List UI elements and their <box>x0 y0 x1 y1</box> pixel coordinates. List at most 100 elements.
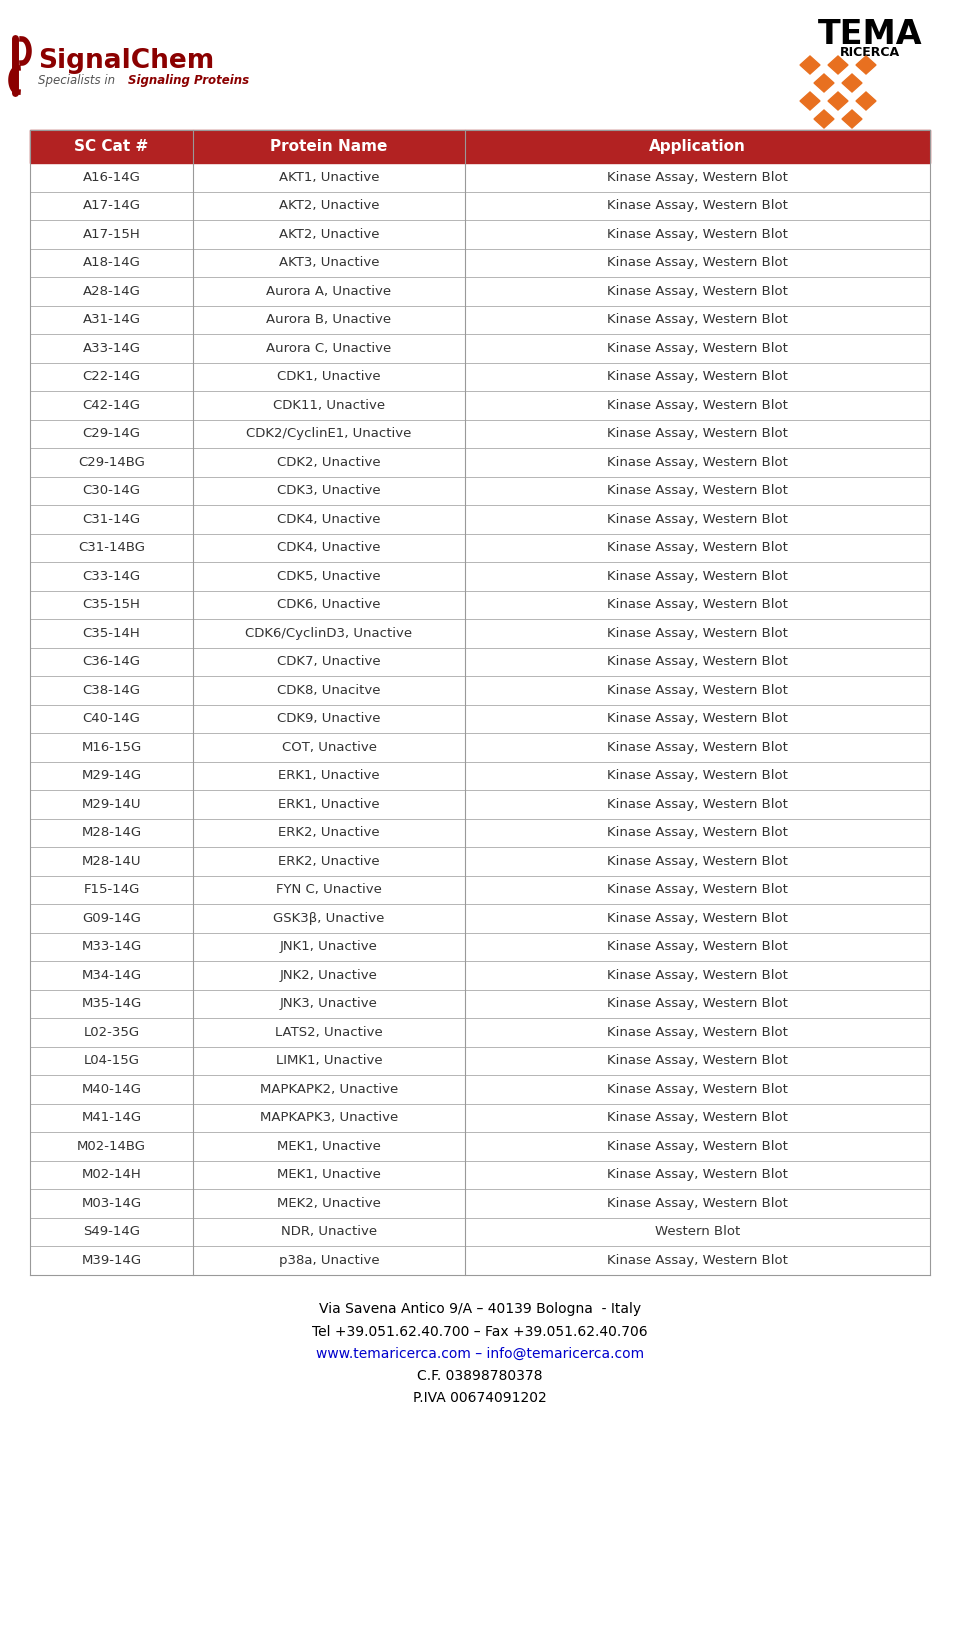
Text: AKT3, Unactive: AKT3, Unactive <box>278 257 379 268</box>
Bar <box>30 192 930 219</box>
Bar <box>30 591 930 619</box>
Text: L04-15G: L04-15G <box>84 1054 139 1067</box>
Text: C33-14G: C33-14G <box>83 570 140 583</box>
Bar <box>30 449 930 476</box>
Text: C30-14G: C30-14G <box>83 485 140 498</box>
Text: Aurora B, Unactive: Aurora B, Unactive <box>267 313 392 326</box>
Text: MEK1, Unactive: MEK1, Unactive <box>277 1139 381 1152</box>
Text: Kinase Assay, Western Blot: Kinase Assay, Western Blot <box>607 940 788 953</box>
Polygon shape <box>814 74 834 92</box>
Text: Kinase Assay, Western Blot: Kinase Assay, Western Blot <box>607 655 788 668</box>
Text: JNK3, Unactive: JNK3, Unactive <box>280 997 378 1010</box>
Text: M03-14G: M03-14G <box>82 1197 141 1210</box>
Text: Kinase Assay, Western Blot: Kinase Assay, Western Blot <box>607 712 788 725</box>
Text: M02-14H: M02-14H <box>82 1169 141 1182</box>
Text: CDK2/CyclinE1, Unactive: CDK2/CyclinE1, Unactive <box>247 427 412 440</box>
Text: M40-14G: M40-14G <box>82 1082 141 1095</box>
Text: A16-14G: A16-14G <box>83 170 140 183</box>
Text: Kinase Assay, Western Blot: Kinase Assay, Western Blot <box>607 170 788 183</box>
Text: Kinase Assay, Western Blot: Kinase Assay, Western Blot <box>607 884 788 895</box>
Text: SC Cat #: SC Cat # <box>74 139 149 154</box>
Text: CDK3, Unactive: CDK3, Unactive <box>277 485 381 498</box>
Text: Kinase Assay, Western Blot: Kinase Assay, Western Blot <box>607 1254 788 1267</box>
Text: ERK2, Unactive: ERK2, Unactive <box>278 855 380 868</box>
Bar <box>30 419 930 449</box>
Text: Via Savena Antico 9/A – 40139 Bologna  - Italy: Via Savena Antico 9/A – 40139 Bologna - … <box>319 1303 641 1316</box>
Bar <box>30 1046 930 1076</box>
Bar <box>30 1161 930 1188</box>
Text: Kinase Assay, Western Blot: Kinase Assay, Western Blot <box>607 342 788 355</box>
Text: TEMA: TEMA <box>818 18 923 51</box>
Text: Western Blot: Western Blot <box>655 1224 740 1238</box>
Bar <box>30 534 930 561</box>
Bar <box>30 619 930 648</box>
Bar <box>30 306 930 334</box>
Text: Kinase Assay, Western Blot: Kinase Assay, Western Blot <box>607 1082 788 1095</box>
Bar <box>30 164 930 192</box>
Text: Kinase Assay, Western Blot: Kinase Assay, Western Blot <box>607 742 788 753</box>
Text: ERK1, Unactive: ERK1, Unactive <box>278 769 380 782</box>
Text: M28-14G: M28-14G <box>82 827 141 840</box>
Text: JNK1, Unactive: JNK1, Unactive <box>280 940 378 953</box>
Polygon shape <box>800 56 820 74</box>
Text: AKT2, Unactive: AKT2, Unactive <box>278 200 379 213</box>
Text: Kinase Assay, Western Blot: Kinase Assay, Western Blot <box>607 769 788 782</box>
Text: Kinase Assay, Western Blot: Kinase Assay, Western Blot <box>607 455 788 468</box>
Text: M02-14BG: M02-14BG <box>77 1139 146 1152</box>
Text: CDK7, Unactive: CDK7, Unactive <box>277 655 381 668</box>
Text: A17-14G: A17-14G <box>83 200 140 213</box>
Text: LIMK1, Unactive: LIMK1, Unactive <box>276 1054 382 1067</box>
Text: Kinase Assay, Western Blot: Kinase Assay, Western Blot <box>607 1197 788 1210</box>
Text: Kinase Assay, Western Blot: Kinase Assay, Western Blot <box>607 969 788 982</box>
Text: C.F. 03898780378: C.F. 03898780378 <box>418 1369 542 1383</box>
Text: CDK8, Unacitve: CDK8, Unacitve <box>277 684 381 697</box>
Polygon shape <box>842 74 862 92</box>
Text: M39-14G: M39-14G <box>82 1254 141 1267</box>
Text: M28-14U: M28-14U <box>82 855 141 868</box>
Text: Kinase Assay, Western Blot: Kinase Assay, Western Blot <box>607 485 788 498</box>
Text: A17-15H: A17-15H <box>83 228 140 241</box>
Bar <box>30 129 930 164</box>
Text: CDK2, Unactive: CDK2, Unactive <box>277 455 381 468</box>
Text: M34-14G: M34-14G <box>82 969 141 982</box>
Bar <box>30 249 930 277</box>
Text: Protein Name: Protein Name <box>271 139 388 154</box>
Bar <box>30 791 930 818</box>
Text: A31-14G: A31-14G <box>83 313 140 326</box>
Text: C35-15H: C35-15H <box>83 598 140 611</box>
Text: C40-14G: C40-14G <box>83 712 140 725</box>
Text: Tel +39.051.62.40.700 – Fax +39.051.62.40.706: Tel +39.051.62.40.700 – Fax +39.051.62.4… <box>312 1324 648 1339</box>
Bar <box>30 391 930 419</box>
Bar <box>30 876 930 904</box>
Bar <box>30 961 930 989</box>
Text: CDK9, Unactive: CDK9, Unactive <box>277 712 381 725</box>
Text: C29-14BG: C29-14BG <box>78 455 145 468</box>
Text: p38a, Unactive: p38a, Unactive <box>278 1254 379 1267</box>
Text: CDK6, Unactive: CDK6, Unactive <box>277 598 381 611</box>
Text: CDK4, Unactive: CDK4, Unactive <box>277 542 381 555</box>
Text: RICERCA: RICERCA <box>840 46 900 59</box>
Bar <box>30 1018 930 1046</box>
Text: MAPKAPK2, Unactive: MAPKAPK2, Unactive <box>260 1082 398 1095</box>
Bar <box>30 334 930 362</box>
Text: C42-14G: C42-14G <box>83 399 140 413</box>
Text: CDK6/CyclinD3, Unactive: CDK6/CyclinD3, Unactive <box>246 627 413 640</box>
Polygon shape <box>814 110 834 128</box>
Bar <box>30 1133 930 1161</box>
Text: LATS2, Unactive: LATS2, Unactive <box>276 1026 383 1039</box>
Text: C31-14BG: C31-14BG <box>78 542 145 555</box>
Bar <box>30 1218 930 1246</box>
Bar <box>30 277 930 306</box>
Bar <box>30 1188 930 1218</box>
Text: M29-14U: M29-14U <box>82 797 141 810</box>
Text: Aurora A, Unactive: Aurora A, Unactive <box>267 285 392 298</box>
Bar <box>30 219 930 249</box>
Bar <box>30 761 930 791</box>
Text: M35-14G: M35-14G <box>82 997 142 1010</box>
Text: NDR, Unactive: NDR, Unactive <box>281 1224 377 1238</box>
Text: SignalChem: SignalChem <box>38 47 214 74</box>
Text: S49-14G: S49-14G <box>83 1224 140 1238</box>
Text: Kinase Assay, Western Blot: Kinase Assay, Western Blot <box>607 1139 788 1152</box>
Text: A33-14G: A33-14G <box>83 342 140 355</box>
Text: Kinase Assay, Western Blot: Kinase Assay, Western Blot <box>607 285 788 298</box>
